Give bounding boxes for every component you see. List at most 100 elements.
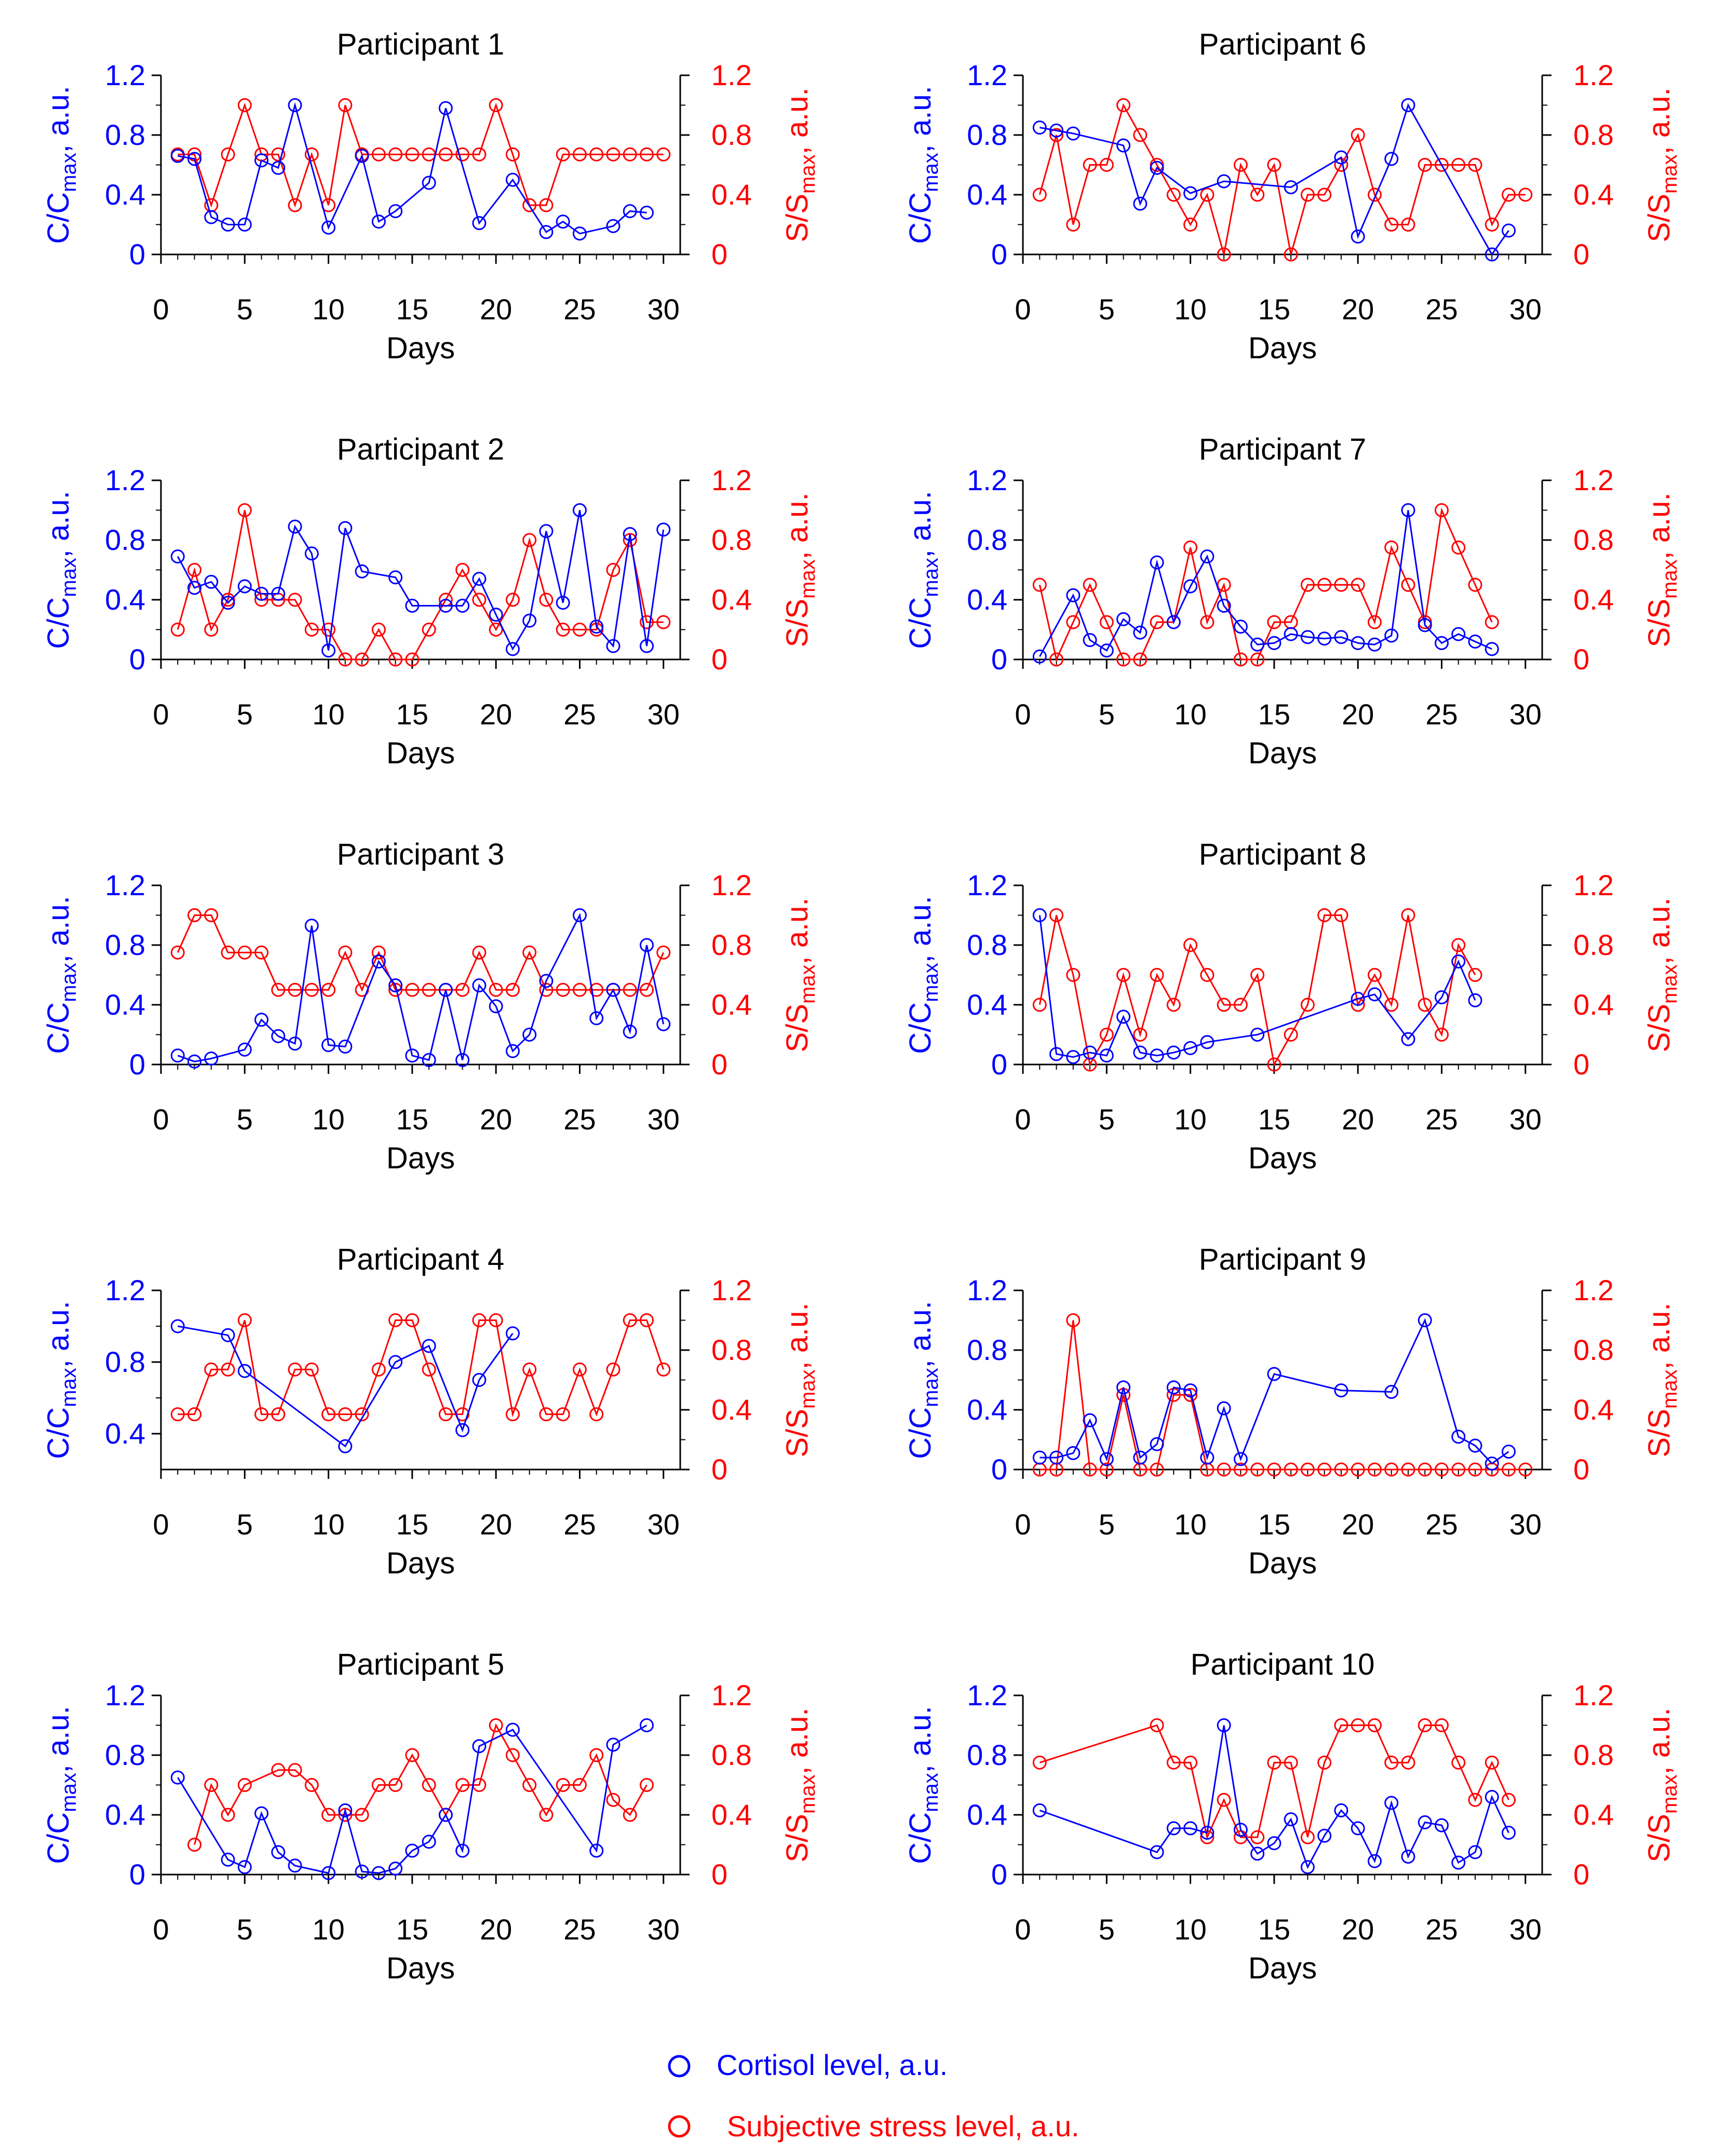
stress-point [1233,1462,1248,1477]
cortisol-point [1233,619,1248,634]
stress-point [388,1778,403,1792]
cortisol-point [1133,1450,1148,1465]
x-tick-label: 25 [563,1103,596,1136]
stress-point [572,1778,587,1792]
x-tick-label: 10 [312,698,344,731]
cortisol-point [170,1770,185,1785]
x-tick-label: 10 [312,1508,344,1541]
x-tick-label: 30 [1509,293,1542,326]
x-tick-label: 20 [1342,1508,1374,1541]
cortisol-point [1267,1367,1282,1381]
x-axis-label: Days [386,1141,455,1175]
cortisol-point [204,210,219,224]
cortisol-point [1334,1383,1348,1398]
cortisol-point [288,98,302,112]
stress-point [623,147,637,161]
stress-point [304,147,319,161]
x-tick-label: 30 [1509,1508,1542,1541]
x-tick-label: 30 [1509,698,1542,731]
right-axis-label: S/Smax, a.u. [780,1302,819,1457]
stress-point [371,147,386,161]
stress-point [522,533,537,547]
cortisol-point [639,1718,654,1732]
cortisol-point [1334,150,1348,165]
x-tick-label: 0 [1015,698,1031,731]
left-y-tick-label: 1.2 [105,869,145,901]
cortisol-point [221,1852,235,1867]
stress-point [422,982,436,997]
stress-point [1200,187,1215,202]
cortisol-point [1501,1826,1516,1840]
stress-point [1049,128,1064,142]
right-y-tick-label: 0 [1573,1048,1589,1081]
left-y-tick-label: 1.2 [967,464,1007,496]
stress-point [1032,1755,1047,1770]
stress-point [1367,187,1382,202]
cortisol-point [1451,954,1466,969]
cortisol-point [455,1423,470,1437]
stress-point [187,1407,202,1422]
stress-point [388,147,403,161]
stress-point [1083,158,1097,172]
x-axis-label: Days [1248,736,1317,770]
cortisol-point [187,1054,202,1069]
cortisol-point [1284,1812,1298,1827]
stress-point [589,147,604,161]
stress-point [556,623,570,637]
stress-point [1166,187,1181,202]
stress-point [1451,158,1466,172]
x-tick-label: 25 [563,1913,596,1946]
cortisol-point [1233,1452,1248,1466]
cortisol-point [438,1808,453,1822]
stress-point [623,1808,637,1822]
stress-line [178,1319,665,1418]
stress-point [405,982,420,997]
cortisol-point [606,639,621,653]
cortisol-point [1083,1413,1097,1427]
cortisol-point [422,1835,436,1849]
stress-point [338,1407,353,1422]
cortisol-series [1032,1718,1516,1875]
right-y-tick-label: 0.4 [1573,988,1614,1021]
stress-point [455,563,470,577]
cortisol-point [254,1806,269,1821]
stress-point [187,1838,202,1852]
cortisol-point [388,978,403,993]
stress-point [422,1778,436,1792]
left-axis-label: C/Cmax, a.u. [903,491,942,649]
cortisol-point [623,204,637,219]
right-y-tick-label: 0 [711,1858,727,1891]
right-y-tick-label: 0.8 [1573,523,1614,556]
stress-point [606,147,621,161]
cortisol-point [1032,649,1047,664]
x-axis-label: Days [1248,1951,1317,1985]
cortisol-line [177,1724,648,1874]
cortisol-point [1150,160,1164,175]
chart-title: Participant 5 [337,1648,504,1681]
cortisol-point [1166,1821,1181,1836]
stress-point [1183,1755,1198,1770]
cortisol-point [1049,1450,1064,1465]
stress-point [1032,187,1047,202]
cortisol-point [1049,123,1064,138]
stress-point [1183,540,1198,555]
x-tick-label: 15 [396,1913,428,1946]
x-tick-label: 15 [396,1103,428,1136]
stress-point [656,147,671,161]
right-y-tick-label: 0.4 [711,988,752,1021]
stress-series [1032,98,1533,262]
left-y-tick-label: 0.8 [105,523,145,556]
x-tick-label: 5 [237,1508,253,1541]
x-axis-label: Days [386,1951,455,1985]
left-y-tick-label: 1.2 [967,59,1007,91]
stress-line [1038,103,1526,255]
stress-point [472,1313,487,1327]
left-y-tick-label: 0.4 [967,1798,1007,1831]
x-tick-label: 20 [480,1913,512,1946]
cortisol-point [271,1845,286,1859]
x-tick-label: 0 [153,293,169,326]
legend-cortisol-label: Cortisol level, a.u. [717,2049,948,2081]
stress-point [1384,540,1399,555]
chart-title: Participant 6 [1199,28,1366,61]
x-tick-label: 0 [153,1913,169,1946]
